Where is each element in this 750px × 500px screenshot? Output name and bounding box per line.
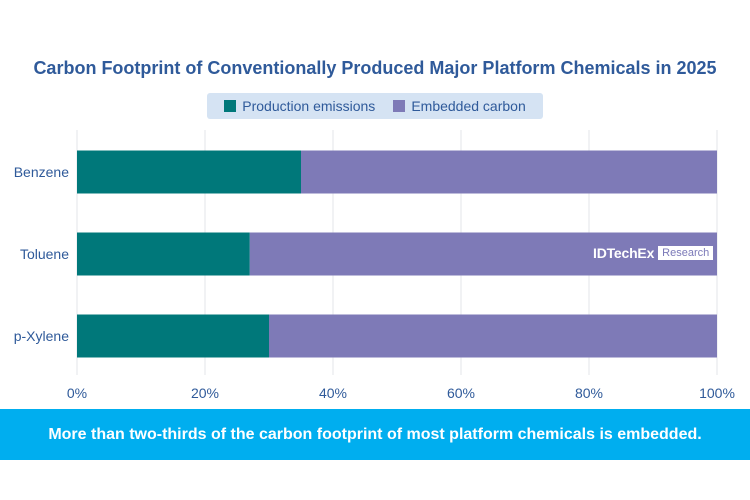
x-tick-label: 40% — [319, 385, 347, 401]
summary-banner: More than two-thirds of the carbon footp… — [0, 409, 750, 460]
y-category-label: Benzene — [14, 164, 69, 180]
x-tick-label: 100% — [699, 385, 735, 401]
x-tick-label: 0% — [67, 385, 87, 401]
watermark-research: Research — [658, 246, 714, 260]
legend-label-embedded: Embedded carbon — [411, 98, 526, 114]
idtechex-watermark: IDTechEx Research — [593, 245, 714, 261]
banner-text: More than two-thirds of the carbon footp… — [48, 425, 702, 443]
legend-swatch-production — [224, 100, 237, 112]
legend-swatch-embedded — [393, 100, 406, 112]
bar-embedded — [249, 232, 718, 276]
watermark-brand: IDTechEx — [593, 245, 655, 261]
bar-production — [77, 150, 301, 194]
y-category-label: p-Xylene — [14, 328, 69, 344]
bar-embedded — [301, 150, 717, 194]
chart-title: Carbon Footprint of Conventionally Produ… — [33, 58, 717, 78]
bar-production — [77, 232, 250, 276]
bar-chart: 0% 20% 40% 60% 80% 100% Benzene Toluene p-Xylene — [14, 130, 735, 401]
bar-production — [77, 314, 269, 358]
y-category-label: Toluene — [20, 246, 69, 262]
x-tick-label: 80% — [575, 385, 603, 401]
x-tick-label: 60% — [447, 385, 475, 401]
chart-legend: Production emissions Embedded carbon — [207, 93, 543, 119]
x-tick-label: 20% — [191, 385, 219, 401]
legend-item-embedded: Embedded carbon — [393, 98, 526, 114]
bar-embedded — [269, 314, 717, 358]
legend-item-production: Production emissions — [224, 98, 375, 114]
legend-label-production: Production emissions — [242, 98, 376, 114]
